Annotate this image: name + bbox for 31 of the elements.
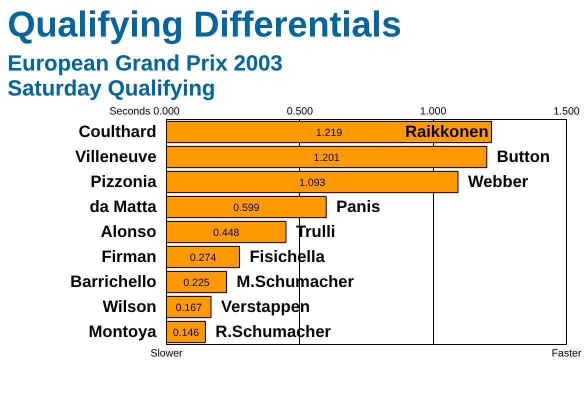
data-label: 0.146 — [172, 327, 200, 339]
x-tick-label: 1.500 — [553, 106, 580, 118]
annotation: Panis — [336, 198, 380, 216]
x-tick-label: 0.000 — [153, 106, 180, 118]
data-label: 0.274 — [190, 252, 216, 264]
x-tick-label: 1.000 — [420, 106, 446, 118]
data-label: 0.225 — [183, 277, 210, 289]
text: Slower — [150, 348, 184, 360]
chart-title: Qualifying Differentials — [8, 4, 402, 44]
annotation: Webber — [468, 173, 529, 191]
x-axis-title: Seconds — [110, 106, 150, 118]
text: Faster — [552, 348, 582, 360]
y-tick-label: Alonso — [100, 223, 157, 241]
y-tick-label: Barrichello — [70, 273, 157, 291]
data-label: 1.219 — [316, 127, 342, 139]
x-tick-label: 0.500 — [286, 106, 314, 118]
y-tick-label: Coulthard — [78, 123, 157, 141]
annotation: Button — [496, 148, 550, 166]
data-label: 0.167 — [176, 302, 202, 314]
y-tick-label: Wilson — [102, 298, 157, 316]
data-label: 1.093 — [299, 177, 326, 189]
data-label: 0.448 — [213, 227, 240, 239]
annotation: Raikkonen — [405, 123, 489, 141]
y-tick-label: da Matta — [90, 198, 158, 216]
y-tick-label: Pizzonia — [90, 173, 158, 191]
data-label: 1.201 — [313, 152, 340, 164]
y-tick-label: Villeneuve — [75, 148, 157, 166]
y-tick-label: Firman — [101, 248, 157, 266]
data-label: 0.599 — [233, 202, 260, 214]
chart-subtitle: European Grand Prix 2003 Saturday Qualifying — [8, 50, 283, 100]
y-tick-label: Montoya — [88, 323, 158, 341]
